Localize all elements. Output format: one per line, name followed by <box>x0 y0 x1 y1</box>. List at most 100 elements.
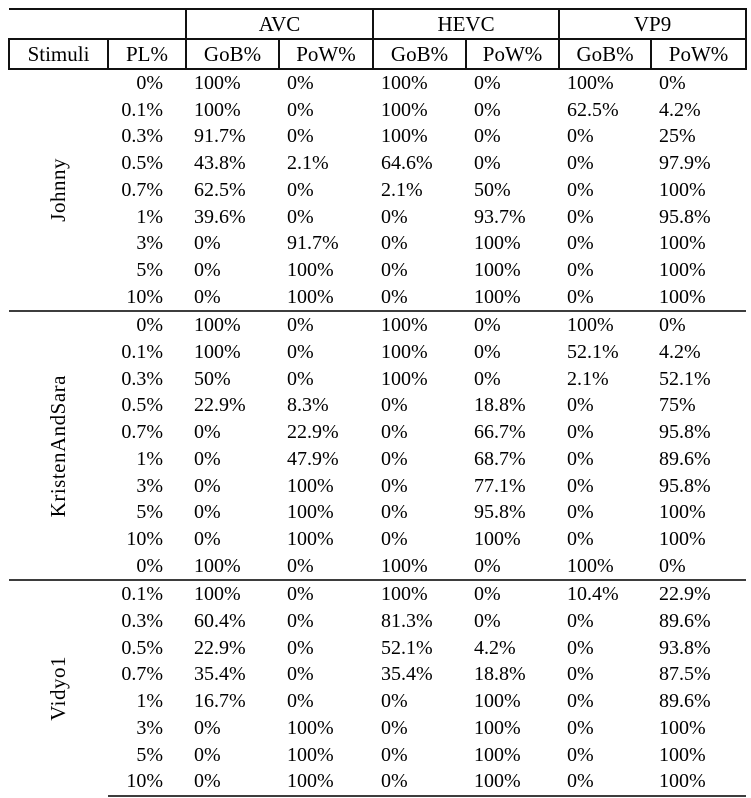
metric-value-cell: 0% <box>194 474 221 497</box>
metric-value-cell: 0% <box>474 341 501 364</box>
metric-value-cell: 25% <box>659 125 696 148</box>
metric-value-cell: 100% <box>567 554 614 577</box>
metric-value-cell: 0% <box>287 178 314 201</box>
table-row: Johnny 0% 100% 0% 100% 0% 100% 0% <box>9 69 746 222</box>
table-row: 0.5% 22.9% 0% 52.1% 4.2% 0% 93.8% <box>9 635 746 662</box>
metric-value-cell: 0% <box>287 72 314 94</box>
empty-header-cell <box>9 8 187 40</box>
metric-value-cell: 0% <box>194 447 221 470</box>
table-row: 0.7% 35.4% 0% 35.4% 18.8% 0% 87.5% <box>9 661 746 688</box>
metric-value-cell: 0% <box>659 554 686 577</box>
metric-value-cell: 0% <box>381 743 408 766</box>
table-row: 1% 0% 47.9% 0% 68.7% 0% 89.6% <box>9 446 746 473</box>
metric-value-cell: 100% <box>287 743 334 766</box>
metric-value-cell: 91.7% <box>287 232 339 255</box>
metric-value-cell: 100% <box>194 554 241 577</box>
stimuli-column-header: Stimuli <box>8 38 109 70</box>
metric-value-cell: 0% <box>474 125 501 148</box>
metric-value-cell: 0% <box>567 258 594 281</box>
metric-value-cell: 62.5% <box>567 98 619 121</box>
pl-value-cell: 0.7% <box>121 178 163 201</box>
metric-value-cell: 22.9% <box>651 579 747 609</box>
metric-value-cell: 22.9% <box>194 394 246 417</box>
metric-value-cell: 100% <box>381 341 428 364</box>
metric-value-cell: 0% <box>567 663 594 686</box>
table-row: 0.5% 22.9% 8.3% 0% 18.8% 0% 75% <box>9 392 746 419</box>
metric-value-cell: 0% <box>567 394 594 417</box>
metric-value-cell: 100% <box>474 527 521 550</box>
metric-value-cell: 0% <box>381 501 408 524</box>
metric-value-cell: 100% <box>659 285 706 308</box>
pl-value-cell: 0% <box>108 310 186 340</box>
metric-value-cell: 18.8% <box>474 394 526 417</box>
metric-value-cell: 43.8% <box>194 152 246 175</box>
pl-column-header: PL% <box>107 38 187 70</box>
metric-value-cell: 0% <box>567 501 594 524</box>
metric-value-cell: 0% <box>194 232 221 255</box>
metric-value-cell: 0% <box>381 447 408 470</box>
table-row: 0.5% 43.8% 2.1% 64.6% 0% 0% 97.9% <box>9 150 746 177</box>
metric-value-cell: 50% <box>474 178 511 201</box>
metric-value-cell: 0% <box>567 716 594 739</box>
vp9-pow-column-header: PoW% <box>650 38 748 70</box>
stimulus-cell-vidyo1: Vidyo1 <box>9 579 108 796</box>
metric-value-cell: 100% <box>567 72 614 94</box>
metric-value-cell: 100% <box>474 716 521 739</box>
pl-value-cell: 0% <box>136 554 163 577</box>
table-row: 0.3% 60.4% 0% 81.3% 0% 0% 89.6% <box>9 608 746 635</box>
metric-value-cell: 0% <box>474 152 501 175</box>
metric-value-cell: 0% <box>287 610 314 633</box>
metric-value-cell: 0% <box>373 768 467 797</box>
metric-value-cell: 0% <box>474 72 501 94</box>
metric-value-cell: 0% <box>194 716 221 739</box>
metric-value-cell: 100% <box>287 258 334 281</box>
metric-value-cell: 100% <box>381 98 428 121</box>
metric-value-cell: 4.2% <box>659 341 701 364</box>
metric-value-cell: 0% <box>287 690 314 713</box>
metric-value-cell: 95.8% <box>659 421 711 444</box>
metric-value-cell: 100% <box>194 72 241 94</box>
metric-value-cell: 0% <box>567 743 594 766</box>
metric-value-cell: 0% <box>567 447 594 470</box>
table-row: 10% 0% 100% 0% 100% 0% 100% <box>9 526 746 553</box>
pl-value-cell: 5% <box>136 501 163 524</box>
metric-value-cell: 0% <box>381 716 408 739</box>
metric-value-cell: 100% <box>474 258 521 281</box>
pl-value-cell: 3% <box>136 716 163 739</box>
metric-value-cell: 0% <box>567 152 594 175</box>
table-row: 0.3% 50% 0% 100% 0% 2.1% 52.1% <box>9 366 746 393</box>
pl-value-cell: 1% <box>136 205 163 228</box>
metric-value-cell: 0% <box>466 579 560 609</box>
metric-value-cell: 22.9% <box>194 636 246 659</box>
metric-value-cell: 100% <box>474 690 521 713</box>
pl-value-cell: 0.3% <box>121 367 163 390</box>
metric-value-cell: 35.4% <box>381 663 433 686</box>
metric-value-cell: 0% <box>466 310 560 340</box>
stimulus-rotated-label: Johnny <box>46 158 70 222</box>
metric-value-cell: 0% <box>194 527 221 550</box>
pl-value-cell: 0.7% <box>121 421 163 444</box>
metric-value-cell: 100% <box>373 579 467 609</box>
pl-value-cell: 0.7% <box>121 663 163 686</box>
table-row: 10% 0% 100% 0% 100% 0% 100% <box>9 768 747 797</box>
pl-value-cell: 5% <box>136 743 163 766</box>
pl-value-cell: 10% <box>126 527 163 550</box>
metric-value-cell: 100% <box>651 768 747 797</box>
metric-value-cell: 2.1% <box>287 152 329 175</box>
metric-value-cell: 0% <box>567 178 594 201</box>
avc-gob-column-header: GoB% <box>185 38 280 70</box>
metric-value-cell: 100% <box>373 310 467 340</box>
stimulus-rotated-label: KristenAndSara <box>46 374 70 517</box>
metric-value-cell: 52.1% <box>381 636 433 659</box>
table-header: AVC HEVC VP9 Stimuli PL% GoB% PoW% GoB% … <box>8 8 748 70</box>
metric-value-cell: 0% <box>381 394 408 417</box>
metric-value-cell: 68.7% <box>474 447 526 470</box>
metric-value-cell: 95.8% <box>659 474 711 497</box>
metric-value-cell: 77.1% <box>474 474 526 497</box>
table-row: 3% 0% 100% 0% 77.1% 0% 95.8% <box>9 473 746 500</box>
metric-value-cell: 0% <box>474 554 501 577</box>
metric-value-cell: 0% <box>194 258 221 281</box>
metric-value-cell: 0% <box>279 579 374 609</box>
metric-value-cell: 0% <box>194 421 221 444</box>
metric-value-cell: 100% <box>474 743 521 766</box>
